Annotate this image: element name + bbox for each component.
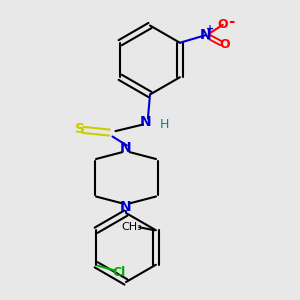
Text: N: N [120, 142, 132, 155]
Text: O: O [219, 38, 230, 51]
Text: H: H [159, 118, 169, 131]
Text: N: N [140, 115, 151, 128]
Text: Cl: Cl [112, 266, 125, 279]
Text: N: N [200, 28, 211, 42]
Text: -: - [229, 14, 235, 29]
Text: O: O [218, 18, 228, 31]
Text: +: + [206, 24, 214, 34]
Text: S: S [74, 122, 85, 136]
Text: CH₃: CH₃ [122, 222, 142, 232]
Text: N: N [120, 200, 132, 214]
